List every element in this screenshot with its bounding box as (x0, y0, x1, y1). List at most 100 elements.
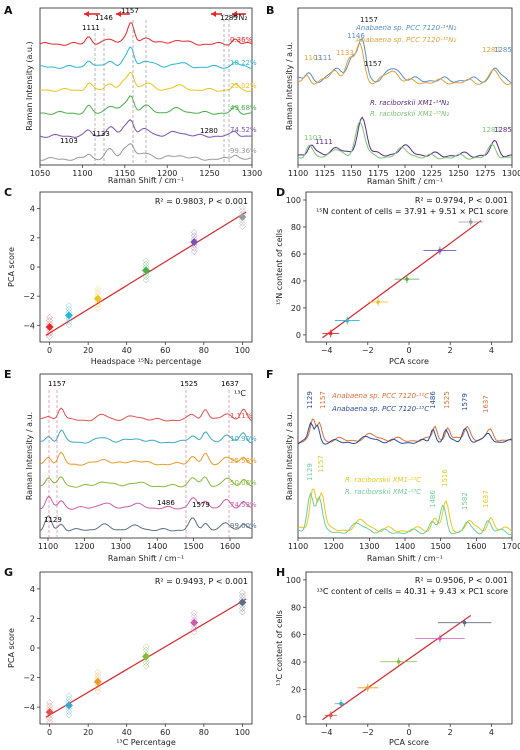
x-tick-label: 1175 (368, 169, 388, 178)
panel-b: B Anabaena sp. PCC 7120-¹⁴N₂ Anabaena sp… (266, 4, 520, 186)
x-tick-label: 1225 (422, 169, 442, 178)
peak-f-bottom-1129: 1129 (306, 463, 314, 481)
replicate-point (239, 220, 246, 227)
data-point (438, 636, 442, 641)
y-tick-label: 0 (30, 263, 35, 272)
data-point (376, 300, 380, 304)
x-tick-label: 2 (448, 728, 453, 737)
panel-c: C R² = 0.9803, P < 0.001 0 20 40 60 80 100−4−… (4, 186, 253, 366)
peak-e-1486: 1486 (157, 499, 175, 507)
spectrum-f-raciborskii-13c (297, 491, 513, 536)
x-tick-label: 60 (160, 346, 170, 355)
data-point (328, 331, 333, 336)
replicate-point (94, 681, 102, 689)
legend-b-bottom-0: R. raciborskii XM1-¹⁴N₂ (370, 99, 449, 107)
guide-lines-a (84, 11, 246, 165)
series-label-e-4: 74.53% (230, 501, 257, 509)
replicate-point (94, 304, 102, 312)
legend-f-bottom-1: R. raciborskii XM1-¹³C (345, 488, 421, 496)
title-a: ¹⁵N₂ (232, 13, 248, 22)
x-tick-label: 1150 (341, 169, 361, 178)
legend-b-top-1: Anabaena sp. PCC 7120-¹⁵N₂ (355, 36, 456, 44)
peak-e-1579: 1579 (192, 501, 210, 509)
peak-a-1157: 1157 (121, 7, 139, 15)
peak-labels-a: 1111 1146 1157 1285 1103 1133 1280 (60, 7, 238, 145)
x-tick-label: 1600 (466, 542, 486, 551)
peak-b-1285: 1285 (494, 46, 512, 54)
shift-arrow-head-a (116, 11, 121, 17)
x-tick-label: 1200 (323, 542, 343, 551)
scatter-h (322, 614, 492, 721)
series-label-a-5: 99.36% (230, 147, 257, 155)
x-tick-label: 1400 (147, 542, 167, 551)
replicate-point (46, 712, 53, 719)
legend-f-bottom-0: R. raciborskii XM1-¹²C (345, 476, 421, 484)
peak-a-1103: 1103 (60, 137, 78, 145)
panel-label-b: B (266, 4, 274, 17)
axes-a (39, 7, 253, 166)
replicate-point (142, 656, 150, 663)
x-ticks-a: 1050 1100 1150 1200 1250 1300 (30, 165, 262, 178)
x-tick-label: −2 (362, 728, 374, 737)
y-tick-label: 40 (291, 658, 301, 667)
peak-b-1133: 1133 (336, 49, 354, 57)
y-tick-label: 2 (30, 614, 35, 623)
y-tick-label: 40 (291, 277, 301, 286)
replicate-point (142, 643, 150, 651)
replicate-point (94, 298, 102, 306)
x-tick-label: 1125 (315, 169, 335, 178)
panel-label-f: F (266, 368, 274, 381)
spectrum-b-anabaena-14n (297, 37, 513, 84)
panel-g: G R² = 0.9493, P < 0.001 0 20 40 60 80 100−4−… (4, 566, 253, 747)
axes-g (39, 571, 253, 725)
x-tick-label: 1200 (157, 169, 177, 178)
peak-b-bottom-1111: 1111 (315, 138, 333, 146)
panel-label-g: G (4, 566, 13, 579)
data-point (462, 620, 467, 625)
data-point (339, 701, 343, 706)
legend-f-top-0: Anabaena sp. PCC 7120-¹²C (331, 392, 429, 400)
series-label-a-1: 10.22% (230, 59, 257, 67)
x-tick-label: 100 (235, 346, 250, 355)
replicate-point (65, 318, 73, 326)
peak-b-bottom-1103: 1103 (304, 134, 322, 142)
xlabel-g: ¹³C Percentage (116, 738, 176, 747)
x-tick-label: 1300 (359, 542, 379, 551)
replicate-point (239, 216, 246, 224)
mean-point (93, 294, 102, 303)
series-label-a-2: 25.02% (230, 82, 257, 90)
replicate-point (142, 270, 150, 277)
peak-f-bottom-1486: 1486 (429, 490, 437, 508)
ylabel-g: PCA score (7, 628, 16, 668)
x-tick-label: 0 (47, 728, 52, 737)
x-tick-label: 1400 (395, 542, 415, 551)
replicate-point (190, 628, 198, 636)
x-tick-label: 0 (406, 728, 411, 737)
mean-point (142, 266, 150, 275)
xlabel-e: Raman Shift / cm⁻¹ (108, 554, 184, 563)
x-tick-label: 80 (199, 728, 209, 737)
x-tick-label: 1300 (111, 542, 131, 551)
xlabel-b: Raman Shift / cm⁻¹ (367, 177, 443, 186)
data-point (438, 248, 442, 253)
y-tick-label: 100 (286, 576, 301, 585)
mean-point (142, 652, 150, 661)
mean-point (238, 598, 247, 607)
mean-point (190, 618, 199, 627)
x-tick-label: 1100 (72, 169, 92, 178)
x-tick-label: −4 (321, 728, 333, 737)
x-tick-label: 1100 (288, 542, 308, 551)
xlabel-a: Raman Shift / cm⁻¹ (108, 176, 184, 185)
y-tick-label: 0 (296, 331, 301, 340)
peak-f-bottom-1637: 1637 (482, 490, 490, 508)
peak-labels-e: 1157 1525 1637 1129 1486 1579 (44, 380, 239, 524)
spectrum-e-0 (39, 407, 253, 422)
ylabel-d: ¹⁵N content of cells (275, 229, 284, 305)
spectrum-e-3 (39, 476, 253, 488)
x-tick-label: 40 (122, 346, 132, 355)
spectrum-a-3 (40, 95, 252, 115)
series-label-a-0: 0.36% (230, 36, 253, 44)
y-tick-label: −4 (23, 321, 35, 330)
